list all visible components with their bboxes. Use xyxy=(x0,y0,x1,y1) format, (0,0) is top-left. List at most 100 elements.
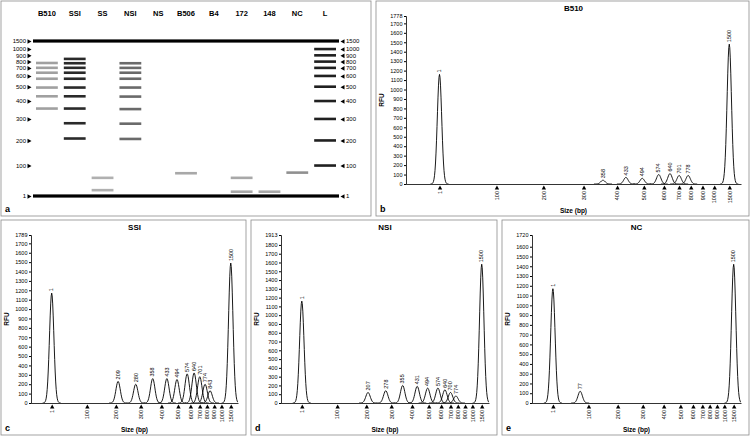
peak xyxy=(377,391,395,403)
y-tick-line xyxy=(530,325,532,326)
x-tick: 800 xyxy=(707,403,713,419)
y-tick: 100 xyxy=(268,391,281,397)
y-tick-label: 1200 xyxy=(15,288,27,294)
lane-label: B4 xyxy=(209,9,219,18)
tick-marker xyxy=(229,405,233,409)
tick-marker xyxy=(662,405,666,409)
tick-marker xyxy=(708,405,712,409)
y-tick: 1700 xyxy=(390,21,406,27)
y-tick-line xyxy=(530,247,532,248)
x-tick: 800 xyxy=(204,403,210,419)
x-tick: 900 xyxy=(462,403,468,419)
band xyxy=(64,71,86,74)
lane-label: 148 xyxy=(263,9,276,18)
x-tick-label: 900 xyxy=(211,410,217,419)
y-tick: 1700 xyxy=(15,241,31,247)
peak-label: 574 xyxy=(184,363,190,372)
tick-marker xyxy=(463,405,467,409)
x-tick: 1500 xyxy=(479,403,485,422)
band xyxy=(119,108,141,111)
y-tick-line xyxy=(404,42,406,43)
tick-marker xyxy=(341,60,345,65)
y-right-tick-label: 600 xyxy=(346,73,357,79)
y-tick-line xyxy=(530,393,532,394)
y-left-tick-label: 900 xyxy=(16,53,27,59)
x-tick-label: 300 xyxy=(389,410,395,419)
plot: 1100200300400500600700800900100015000100… xyxy=(253,223,491,434)
y-axis-line xyxy=(29,236,32,404)
peaks xyxy=(544,264,741,403)
y-tick-line xyxy=(279,333,281,334)
band xyxy=(175,172,197,175)
y-tick: 300 xyxy=(519,371,532,377)
y-tick-line xyxy=(29,253,31,254)
y-tick: 500 xyxy=(268,356,281,362)
y-tick: 1913 xyxy=(265,232,281,238)
peak xyxy=(661,174,679,184)
tick-marker xyxy=(220,405,224,409)
tick-marker xyxy=(160,405,164,409)
y-tick-line xyxy=(29,243,31,244)
y-left-tick: 800 xyxy=(16,59,33,65)
y-tick-label: 1400 xyxy=(15,269,27,275)
x-tick-label: 800 xyxy=(204,410,210,419)
x-tick: 300 xyxy=(138,403,144,419)
tick-marker xyxy=(410,405,414,409)
y-tick: 1500 xyxy=(516,254,532,260)
y-left-tick-label: 200 xyxy=(16,138,27,144)
y-tick-line xyxy=(404,23,406,24)
y-right-tick-label: 200 xyxy=(346,138,357,144)
panel-letter: b xyxy=(380,204,386,214)
y-axis-line xyxy=(279,236,282,404)
y-tick-label: 400 xyxy=(519,361,528,367)
y-tick-label: 1100 xyxy=(266,304,278,310)
y-tick-line xyxy=(279,368,281,369)
x-tick: 700 xyxy=(700,403,706,419)
x-tick: 500 xyxy=(175,403,181,419)
y-tick: 600 xyxy=(393,125,406,131)
tick-marker xyxy=(85,405,89,409)
x-tick: 200 xyxy=(615,403,621,419)
x-tick-label: 1500 xyxy=(479,410,485,422)
y-tick-label: 1400 xyxy=(390,49,402,55)
x-tick-label: 900 xyxy=(700,191,706,200)
band xyxy=(119,67,141,70)
band xyxy=(314,85,336,88)
marker-band xyxy=(33,39,339,42)
y-tick: 900 xyxy=(18,316,31,322)
y-tick-line xyxy=(530,364,532,365)
y-tick-line xyxy=(279,350,281,351)
tick-marker xyxy=(341,164,345,169)
y-tick: 500 xyxy=(393,134,406,140)
tick-marker xyxy=(28,74,32,79)
y-tick: 700 xyxy=(18,335,31,341)
band xyxy=(119,86,141,89)
tick-marker xyxy=(341,66,345,71)
y-tick-label: 200 xyxy=(393,162,402,168)
peak xyxy=(178,374,196,403)
x-axis-line xyxy=(533,403,742,404)
y-right-tick-label: 300 xyxy=(346,116,357,122)
y-tick-label: 1600 xyxy=(265,260,277,266)
y-tick-label: 500 xyxy=(393,134,402,140)
y-right-tick: 500 xyxy=(339,84,357,90)
plot: 1100200300400500600700800900100015000100… xyxy=(378,4,742,215)
y-tick: 200 xyxy=(393,162,406,168)
y-tick-line xyxy=(279,271,281,272)
y-tick: 1800 xyxy=(265,242,281,248)
y-tick: 400 xyxy=(393,143,406,149)
y-tick-line xyxy=(29,281,31,282)
y-tick: 1200 xyxy=(265,295,281,301)
y-tick-line xyxy=(29,384,31,385)
y-tick-line xyxy=(279,403,281,404)
x-tick: 600 xyxy=(690,403,696,419)
y-tick-line xyxy=(404,137,406,138)
tick-marker xyxy=(495,186,499,190)
x-tick-label: 400 xyxy=(614,191,620,200)
tick-marker xyxy=(691,405,695,409)
tick-marker xyxy=(728,186,732,190)
y-tick-label: 1300 xyxy=(15,278,27,284)
tick-marker xyxy=(28,164,32,169)
y-tick: 1400 xyxy=(516,264,532,270)
band xyxy=(64,95,86,98)
